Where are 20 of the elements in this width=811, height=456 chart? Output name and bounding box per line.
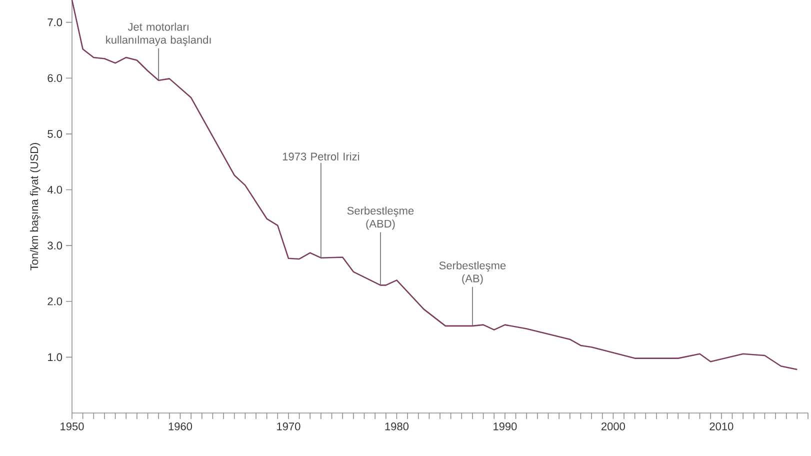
y-tick-label: 2.0 [48,297,62,306]
annotation: 1973 Petrol Irizi [282,152,360,160]
annotation: Jet motorları kullanılmaya başlandı [106,22,211,46]
x-tick-label: 1970 [277,422,300,430]
y-tick-label: 6.0 [48,74,62,82]
x-tick-label: 1980 [385,422,409,430]
annotation: Serbestleşme (ABD) [347,206,414,230]
x-tick-label: 1990 [494,422,517,430]
x-tick-label: 1960 [168,422,192,430]
y-tick-label: 1.0 [48,353,62,362]
y-tick-label: 3.0 [48,242,62,250]
line-series [71,0,798,370]
y-axis-title: Ton/km başına fiyat (USD) [30,143,40,270]
annotation: Serbestleşme (AB) [439,261,506,285]
y-tick-label: 5.0 [48,130,62,138]
x-tick-label: 2010 [710,422,734,430]
y-tick-label: 4.0 [47,186,62,194]
y-tick-label: 7.0 [48,18,62,26]
x-tick-label: 1950 [60,422,84,430]
x-tick-label: 2000 [601,422,625,430]
